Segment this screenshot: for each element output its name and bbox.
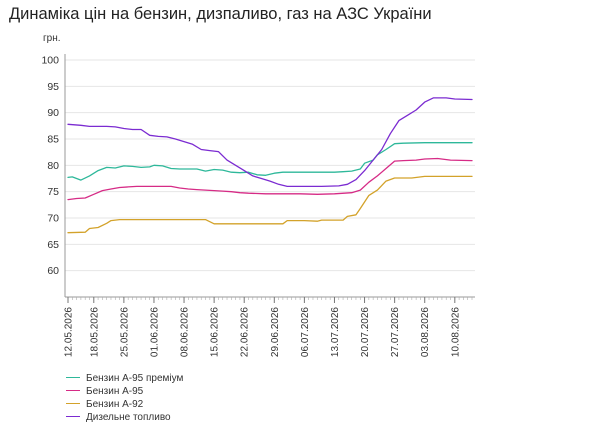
y-axis-unit-label: грн. bbox=[43, 33, 61, 44]
series-line bbox=[67, 157, 473, 201]
legend-label: Дизельне топливо bbox=[86, 412, 171, 423]
x-tick-label: 13.07.2026 bbox=[330, 307, 341, 357]
legend-label: Бензин А-95 преміум bbox=[86, 373, 184, 384]
x-tick-label: 10.08.2026 bbox=[450, 307, 461, 357]
y-tick-label: 95 bbox=[47, 81, 59, 93]
x-tick-label: 15.06.2026 bbox=[210, 307, 221, 357]
x-tick-label: 25.05.2026 bbox=[119, 307, 130, 357]
y-tick-label: 85 bbox=[47, 134, 59, 146]
series-line bbox=[67, 97, 473, 188]
x-tick-label: 29.06.2026 bbox=[270, 307, 281, 357]
legend-item: Бензин А-95 bbox=[66, 385, 183, 398]
y-tick-label: 65 bbox=[47, 239, 59, 251]
x-tick-label: 01.06.2026 bbox=[149, 307, 160, 357]
legend-swatch bbox=[66, 402, 80, 404]
legend-label: Бензин А-92 bbox=[86, 399, 144, 410]
x-tick-label: 27.07.2026 bbox=[390, 307, 401, 357]
y-tick-label: 90 bbox=[47, 107, 59, 119]
x-tick-label: 12.05.2026 bbox=[64, 307, 75, 357]
legend-swatch bbox=[66, 389, 80, 391]
x-tick-label: 08.06.2026 bbox=[180, 307, 191, 357]
legend-item: Дизельне топливо bbox=[66, 411, 183, 424]
y-tick-label: 70 bbox=[47, 213, 59, 225]
y-tick-label: 75 bbox=[47, 186, 59, 198]
chart-title: Динаміка цін на бензин, дизпаливо, газ н… bbox=[9, 5, 432, 23]
series-line bbox=[67, 142, 473, 181]
axes: 60 65 70 75 80 85 90 95 100 12.05.2026 18.05.2026 2… bbox=[41, 54, 475, 357]
legend-label: Бензин А-95 bbox=[86, 386, 144, 397]
series-line bbox=[67, 175, 473, 234]
legend-swatch bbox=[66, 415, 80, 417]
legend-item: Бензин А-92 bbox=[66, 398, 183, 411]
y-tick-label: 100 bbox=[41, 55, 59, 67]
y-tick-label: 80 bbox=[47, 160, 59, 172]
legend-swatch bbox=[66, 376, 80, 378]
grid-lines bbox=[65, 59, 475, 272]
chart-legend: Бензин А-95 преміум Бензин А-95 Бензин А-9… bbox=[66, 372, 183, 424]
y-tick-label: 60 bbox=[47, 265, 59, 277]
x-tick-label: 20.07.2026 bbox=[360, 307, 371, 357]
x-tick-label: 22.06.2026 bbox=[240, 307, 251, 357]
x-tick-label: 18.05.2026 bbox=[89, 307, 100, 357]
series-lines bbox=[67, 97, 473, 234]
x-tick-label: 06.07.2026 bbox=[300, 307, 311, 357]
legend-item: Бензин А-95 преміум bbox=[66, 372, 183, 385]
x-tick-label: 03.08.2026 bbox=[420, 307, 431, 357]
